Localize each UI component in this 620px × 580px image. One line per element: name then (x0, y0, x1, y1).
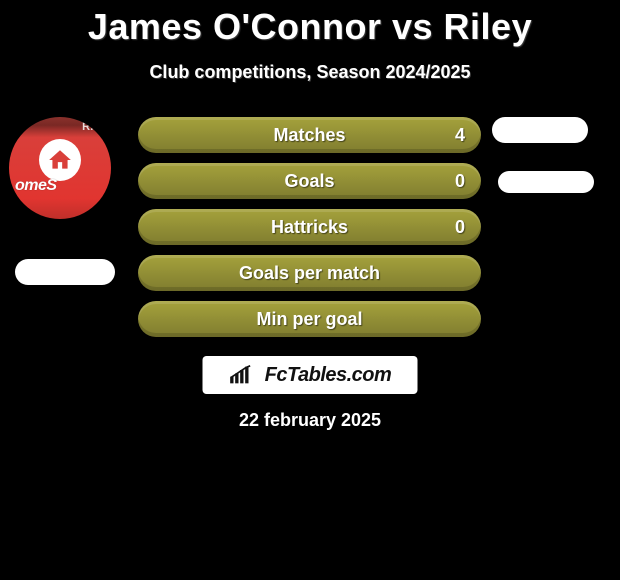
stat-value: 4 (455, 125, 465, 146)
player-left-name-pill (15, 259, 115, 285)
brand-name: FcTables.com (265, 364, 392, 387)
player-left-photo-bg: RA omeS (9, 117, 111, 219)
stat-bars: Matches 4 Goals 0 Hattricks 0 Goals per … (138, 117, 482, 347)
player-photo-brand: omeS (15, 177, 57, 195)
house-badge-icon (39, 139, 81, 181)
page-title: James O'Connor vs Riley (0, 0, 620, 48)
player-left-photo: RA omeS (9, 117, 111, 219)
player-left-column: RA omeS (9, 117, 121, 285)
stat-label: Min per goal (256, 309, 362, 330)
player-right-photo-pill (492, 117, 588, 143)
stat-label: Goals (284, 171, 334, 192)
stat-value: 0 (455, 217, 465, 238)
stat-bar-matches: Matches 4 (138, 117, 481, 153)
house-icon (47, 147, 73, 173)
brand-badge: FcTables.com (203, 356, 418, 394)
stat-bar-min-per-goal: Min per goal (138, 301, 481, 337)
stat-bar-goals: Goals 0 (138, 163, 481, 199)
page-subtitle: Club competitions, Season 2024/2025 (0, 62, 620, 83)
stat-label: Hattricks (271, 217, 348, 238)
stat-bar-hattricks: Hattricks 0 (138, 209, 481, 245)
bar-chart-icon (229, 364, 259, 386)
player-right-name-pill (498, 171, 594, 193)
footer-date: 22 february 2025 (0, 410, 620, 431)
stat-bar-goals-per-match: Goals per match (138, 255, 481, 291)
player-right-column (492, 117, 612, 193)
stat-label: Goals per match (239, 263, 380, 284)
stat-value: 0 (455, 171, 465, 192)
stat-label: Matches (273, 125, 345, 146)
player-photo-tag: RA (82, 121, 99, 133)
